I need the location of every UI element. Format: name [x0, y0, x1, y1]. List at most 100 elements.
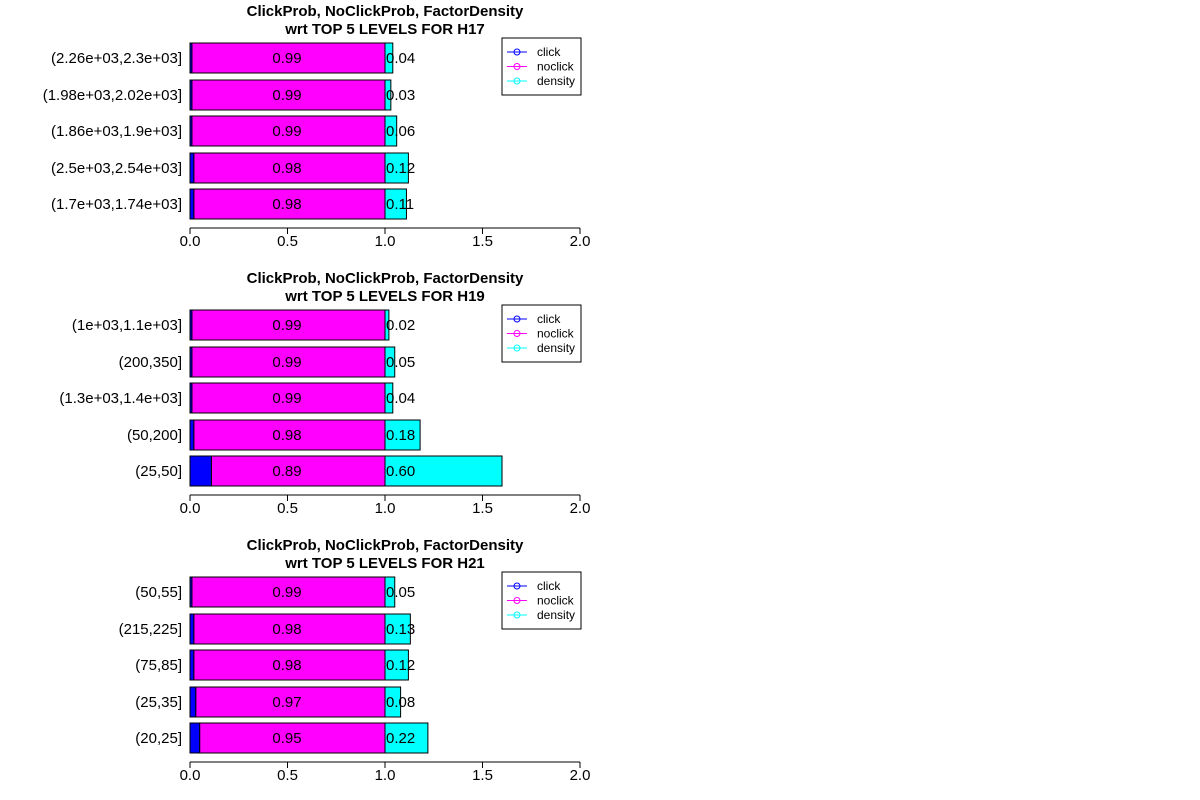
legend-label-noclick: noclick	[537, 60, 575, 74]
bar-density-4	[384, 686, 402, 718]
noclick-value-label: 0.98	[272, 621, 301, 638]
bar-density-3	[384, 382, 394, 414]
bar-noclick-3	[191, 382, 386, 414]
x-tick-label: 1.5	[472, 233, 493, 250]
category-label: (1.98e+03,2.02e+03]	[43, 87, 182, 104]
legend-label-noclick: noclick	[537, 594, 575, 608]
density-value-label: 0.60	[386, 463, 415, 480]
x-tick-label: 0.5	[277, 767, 298, 784]
category-label: (1e+03,1.1e+03]	[72, 317, 182, 334]
legend-swatch-marker-density	[513, 77, 521, 85]
noclick-value-label: 0.98	[272, 657, 301, 674]
bar-click-4	[189, 419, 195, 451]
x-tick-label: 1.0	[375, 500, 396, 517]
legend-swatch-marker-density	[513, 611, 521, 619]
bar-click-4	[189, 686, 197, 718]
bar-noclick-3	[191, 115, 386, 147]
bar-click-5	[189, 188, 195, 220]
bar-click-3	[189, 649, 195, 681]
bar-noclick-2	[191, 79, 386, 111]
density-value-label: 0.04	[386, 50, 415, 67]
x-tick-label: 0.0	[180, 233, 201, 250]
x-tick-label: 1.5	[472, 767, 493, 784]
density-value-label: 0.12	[386, 160, 415, 177]
noclick-value-label: 0.99	[272, 50, 301, 67]
category-label: (25,50]	[135, 463, 182, 480]
legend-swatch-marker-noclick	[513, 597, 521, 604]
noclick-value-label: 0.98	[272, 427, 301, 444]
chart-panel-2: ClickProb, NoClickProb, FactorDensitywrt…	[59, 270, 590, 517]
x-tick-label: 2.0	[570, 767, 591, 784]
legend-swatch-marker-click	[513, 48, 521, 56]
bar-noclick-4	[193, 419, 386, 451]
x-tick-label: 0.0	[180, 500, 201, 517]
density-value-label: 0.02	[386, 317, 415, 334]
density-value-label: 0.04	[386, 390, 415, 407]
density-value-label: 0.18	[386, 427, 415, 444]
legend-label-noclick: noclick	[537, 327, 575, 341]
bar-density-5	[384, 722, 429, 754]
bar-density-1	[384, 42, 394, 74]
legend-label-density: density	[537, 74, 575, 88]
category-label: (20,25]	[135, 730, 182, 747]
noclick-value-label: 0.99	[272, 87, 301, 104]
chart-title: ClickProb, NoClickProb, FactorDensity	[247, 270, 524, 287]
noclick-value-label: 0.99	[272, 390, 301, 407]
density-value-label: 0.12	[386, 657, 415, 674]
legend-label-density: density	[537, 341, 575, 355]
x-tick-label: 2.0	[570, 500, 591, 517]
density-value-label: 0.08	[386, 694, 415, 711]
legend-swatch-marker-click	[513, 315, 521, 323]
legend-swatch-marker-noclick	[513, 63, 521, 70]
chart-panel-3: ClickProb, NoClickProb, FactorDensitywrt…	[119, 537, 591, 784]
bar-noclick-4	[195, 686, 386, 718]
noclick-value-label: 0.97	[272, 694, 301, 711]
bar-click-4	[189, 152, 195, 184]
legend-box	[501, 304, 582, 363]
chart-subtitle: wrt TOP 5 LEVELS FOR H17	[284, 21, 485, 38]
legend-label-click: click	[537, 312, 561, 326]
category-label: (25,35]	[135, 694, 182, 711]
x-tick-label: 1.5	[472, 500, 493, 517]
noclick-value-label: 0.99	[272, 584, 301, 601]
legend-label-density: density	[537, 608, 575, 622]
category-label: (1.3e+03,1.4e+03]	[59, 390, 182, 407]
density-value-label: 0.06	[386, 123, 415, 140]
category-label: (2.5e+03,2.54e+03]	[51, 160, 182, 177]
bar-click-5	[189, 455, 212, 487]
bar-noclick-5	[210, 455, 386, 487]
noclick-value-label: 0.99	[272, 317, 301, 334]
category-label: (50,55]	[135, 584, 182, 601]
x-tick-label: 2.0	[570, 233, 591, 250]
legend-label-click: click	[537, 579, 561, 593]
category-label: (2.26e+03,2.3e+03]	[51, 50, 182, 67]
bar-density-4	[384, 419, 421, 451]
bar-noclick-2	[193, 613, 386, 645]
bar-density-5	[384, 188, 407, 220]
bar-density-3	[384, 115, 398, 147]
bar-noclick-4	[193, 152, 386, 184]
legend-swatch-marker-noclick	[513, 330, 521, 337]
legend-swatch-marker-density	[513, 344, 521, 352]
legend-box	[501, 37, 582, 96]
x-tick-label: 0.5	[277, 500, 298, 517]
x-tick-label: 1.0	[375, 767, 396, 784]
density-value-label: 0.05	[386, 584, 415, 601]
bar-noclick-1	[191, 576, 386, 608]
bar-density-1	[384, 309, 390, 341]
chart-title: ClickProb, NoClickProb, FactorDensity	[247, 537, 524, 554]
bar-density-4	[384, 152, 409, 184]
noclick-value-label: 0.89	[272, 463, 301, 480]
category-label: (200,350]	[119, 354, 182, 371]
bar-density-1	[384, 576, 396, 608]
density-value-label: 0.13	[386, 621, 415, 638]
bar-noclick-2	[191, 346, 386, 378]
category-label: (1.7e+03,1.74e+03]	[51, 196, 182, 213]
chart-subtitle: wrt TOP 5 LEVELS FOR H19	[284, 288, 485, 305]
noclick-value-label: 0.99	[272, 123, 301, 140]
bar-click-5	[189, 722, 201, 754]
density-value-label: 0.11	[386, 196, 414, 213]
category-label: (215,225]	[119, 621, 182, 638]
density-value-label: 0.03	[386, 87, 415, 104]
